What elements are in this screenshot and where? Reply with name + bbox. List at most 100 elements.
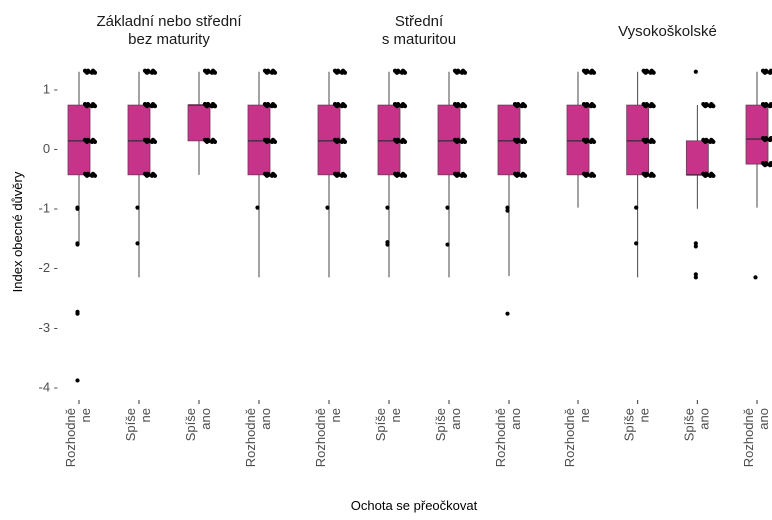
outlier-point [255,205,260,210]
data-point [396,69,402,74]
x-tick-label: ano [198,408,213,430]
data-point [146,69,152,74]
data-point [705,172,710,177]
outlier-point [385,242,390,247]
data-point [402,139,408,144]
y-tick-label: 1 - [43,81,58,96]
data-point [396,138,402,143]
data-point [456,138,462,143]
data-point [342,70,348,75]
data-point [402,103,408,109]
x-tick-label: ano [258,408,273,430]
data-point [92,173,98,178]
box [187,104,211,142]
data-point [456,172,462,177]
x-tick-label: Rozhodně [562,408,577,467]
y-tick-label: -4 - [39,379,59,394]
data-point [651,103,656,109]
x-tick-label: Spíše [681,408,696,441]
data-point [764,102,770,108]
data-point [152,70,158,75]
outlier-point [75,311,80,316]
data-point [212,103,218,109]
y-axis-title: Index obecné důvěry [10,171,25,292]
data-point [402,70,408,75]
outlier-point [753,275,758,280]
data-point [206,102,212,108]
data-point [92,139,98,144]
x-tick-label: Rozhodně [63,408,78,467]
data-point [146,102,152,108]
data-point [456,102,462,108]
data-point [516,172,522,177]
outlier-point [505,311,510,316]
data-point [272,173,278,178]
x-tick-label: Spíše [373,408,388,441]
data-point [585,138,591,143]
x-tick-label: Spíše [123,408,138,441]
data-point [591,173,597,178]
outlier-point [505,205,510,210]
data-point [342,139,348,144]
data-point [591,139,597,144]
data-point [711,139,716,144]
data-point [585,172,591,177]
data-point [764,161,770,167]
data-point [266,69,272,74]
x-tick-label: Rozhodně [243,408,258,467]
data-point [711,173,716,178]
x-tick-label: ne [577,408,592,422]
data-point [645,69,650,74]
outlier-point [325,205,330,210]
data-point [342,103,348,109]
data-point [456,69,462,74]
data-point [705,138,710,143]
data-point [396,102,402,108]
outlier-point [75,378,80,383]
data-point [585,102,591,108]
outlier-point [693,244,698,249]
data-point [92,70,98,75]
outlier-point [693,241,698,246]
outlier-point [135,241,140,246]
data-point [152,103,158,109]
box [685,140,709,176]
x-tick-label: ano [508,408,523,430]
box [745,104,769,165]
data-point [462,70,468,75]
data-point [591,103,597,109]
outlier-point [693,69,698,74]
outlier-point [75,206,80,211]
outlier-point [693,272,698,277]
data-point [711,103,716,109]
data-point [272,70,278,75]
outlier-point [505,208,510,213]
data-point [645,172,650,177]
data-point [336,138,342,143]
data-point [86,102,92,108]
x-tick-label: Spíše [183,408,198,441]
x-tick-label: ne [138,408,153,422]
facet-title: Střední [395,13,444,30]
outlier-point [693,275,698,280]
y-tick-label: -2 - [39,260,59,275]
data-point [152,173,158,178]
data-point [86,138,92,143]
outlier-point [445,205,450,210]
data-point [272,139,278,144]
data-point [516,102,522,108]
data-point [522,103,528,109]
data-point [645,138,650,143]
x-tick-label: ano [448,408,463,430]
data-point [146,138,152,143]
data-point [336,172,342,177]
data-point [266,172,272,177]
data-point [212,139,218,144]
data-point [462,173,468,178]
data-point [266,138,272,143]
plot-area [67,68,772,383]
x-tick-label: ne [78,408,93,422]
data-point [591,70,597,75]
x-axis-title: Ochota se přeočkovat [351,498,478,513]
data-point [206,69,212,74]
